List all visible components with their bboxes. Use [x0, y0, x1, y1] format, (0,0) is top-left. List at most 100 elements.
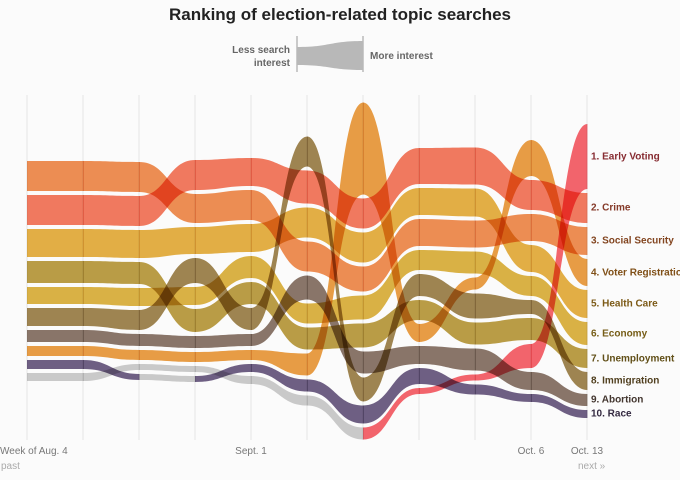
ribbon-segment: [139, 227, 196, 258]
ribbon-segment: [475, 293, 532, 319]
ribbon-segment: [195, 256, 252, 305]
ribbon-segment: [363, 368, 420, 424]
x-tick-label: Oct. 13: [570, 446, 604, 457]
ribbon-segment: [531, 140, 588, 286]
ribbon-segment: [419, 274, 476, 319]
ribbon-segment: [531, 300, 588, 390]
chart-title: Ranking of election-related topic search…: [169, 5, 511, 24]
ribbon-segment: [139, 364, 196, 372]
series-label: 5. Health Care: [591, 298, 658, 310]
ribbon-segment: [195, 350, 252, 362]
ribbon-segment: [139, 162, 196, 223]
ribbon-segment: [83, 195, 140, 226]
ribbon-segment: [475, 147, 532, 210]
next-link[interactable]: next »: [578, 461, 606, 472]
ribbon-segment: [475, 384, 532, 402]
ribbon-segment: [195, 258, 252, 330]
x-tick-label: Week of Aug. 4: [0, 446, 68, 457]
ribbon-health-care[interactable]: [27, 188, 588, 318]
ribbon-segment: [363, 300, 420, 348]
legend-more-label: More interest: [370, 51, 433, 62]
ribbon-segment: [531, 214, 588, 255]
ribbon-segment: [419, 219, 476, 248]
series-label: 1. Early Voting: [591, 151, 660, 162]
past-link[interactable]: past: [1, 461, 20, 472]
ribbon-segment: [195, 190, 252, 223]
ribbon-segment: [475, 348, 532, 390]
ribbon-segment: [419, 368, 476, 395]
x-tick-label: Oct. 6: [517, 446, 545, 457]
ribbon-segment: [27, 261, 84, 283]
ribbon-race[interactable]: [27, 360, 588, 424]
ribbon-segment: [251, 364, 308, 392]
ribbon-segment: [531, 245, 588, 318]
series-label: 9. Abortion: [591, 394, 644, 406]
ribbon-segment: [27, 346, 84, 356]
ribbon-segment: [83, 330, 140, 346]
ribbon-segment: [139, 350, 196, 362]
ribbon-segment: [475, 140, 532, 290]
ribbon-segment: [139, 334, 196, 348]
ribbon-segment: [251, 376, 308, 406]
ribbon-segment: [195, 364, 252, 382]
ribbon-segment: [195, 282, 252, 332]
ribbon-segment: [307, 379, 364, 424]
ribbon-segment: [363, 388, 420, 440]
ribbon-segment: [419, 300, 476, 345]
ribbon-segment: [363, 346, 420, 374]
ribbon-segment: [83, 346, 140, 360]
ribbon-segment: [83, 360, 140, 380]
ribbon-segment: [83, 261, 140, 284]
ribbon-segment: [307, 136, 364, 402]
ribbon-segment: [27, 330, 84, 342]
ribbon-segment: [83, 161, 140, 192]
ribbon-segment: [139, 374, 196, 382]
ribbon-segment: [83, 229, 140, 258]
ribbon-segment: [27, 161, 84, 191]
ribbon-segment: [27, 195, 84, 225]
ribbon-segment: [251, 256, 308, 324]
ribbon-segment: [83, 287, 140, 306]
ribbon-segment: [195, 334, 252, 348]
ribbon-economy[interactable]: [27, 250, 588, 345]
ribbon-segment: [307, 395, 364, 440]
ribbon-immigration[interactable]: [27, 136, 588, 402]
series-label: 2. Crime: [591, 202, 631, 214]
ribbon-segment: [419, 346, 476, 371]
ribbon-segment: [27, 373, 84, 381]
ribbon-segment: [195, 224, 252, 254]
series-label: 3. Social Security: [591, 235, 674, 247]
ribbon-segment: [363, 188, 420, 263]
ribbon-segment: [307, 207, 364, 263]
ribbon-segment: [363, 250, 420, 320]
ribbon-segment: [251, 350, 308, 376]
ribbon-segment: [531, 276, 588, 345]
ribbon-segment: [531, 372, 588, 406]
ribbon-segment: [475, 188, 532, 272]
ribbon-segment: [475, 318, 532, 345]
series-label: 6. Economy: [591, 328, 648, 339]
ribbon-segment: [195, 158, 252, 190]
ribbon-segment: [27, 360, 84, 369]
ribbon-segment: [27, 229, 84, 257]
legend-swatch: [296, 36, 364, 72]
series-label: 8. Immigration: [591, 375, 660, 387]
ribbon-crime[interactable]: [27, 147, 588, 229]
ribbon-abortion[interactable]: [27, 275, 588, 407]
x-tick-label: Sept. 1: [235, 446, 267, 457]
ribbon-segment: [531, 394, 588, 418]
ribbon-segment: [83, 308, 140, 330]
series-label: 4. Voter Registration: [591, 267, 680, 278]
ribbon-segment: [251, 136, 308, 330]
topic-ribbons: [27, 102, 588, 440]
ribbon-segment: [419, 147, 476, 185]
ribbon-segment: [307, 295, 364, 324]
ribbon-segment: [419, 188, 476, 217]
ribbon-segment: [307, 275, 364, 374]
series-label: 7. Unemployment: [591, 353, 675, 364]
ribbon-segment: [475, 251, 532, 296]
ribbon-segment: [139, 258, 196, 330]
series-label: 10. Race: [591, 408, 632, 420]
ribbon-segment: [27, 308, 84, 326]
